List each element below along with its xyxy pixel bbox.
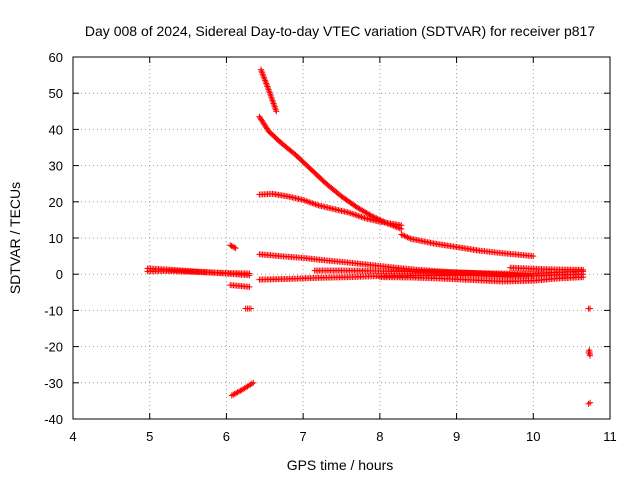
y-tick-label: -10 [44,303,63,318]
y-tick-labels: 60 50 40 30 20 10 0 -10 -20 -30 -40 [44,50,63,427]
y-tick-label: 60 [49,50,63,65]
y-tick-label: 20 [49,195,63,210]
x-tick-label: 7 [300,429,307,444]
data-point [246,283,253,290]
data-point [585,400,592,407]
y-axis-label: SDTVAR / TECUs [7,182,23,294]
x-tick-labels: 4 5 6 7 8 9 10 11 [69,429,616,444]
x-tick-label: 4 [69,429,76,444]
y-tick-label: -30 [44,376,63,391]
y-tick-label: 40 [49,122,63,137]
data-series [144,66,594,407]
x-axis-label: GPS time / hours [287,457,394,473]
x-tick-label: 10 [526,429,540,444]
data-point [587,399,594,406]
y-tick-label: 30 [49,159,63,174]
data-point [227,242,234,249]
x-tick-label: 5 [146,429,153,444]
grid [73,57,610,419]
data-point [530,253,537,260]
y-tick-label: 0 [56,267,63,282]
y-tick-label: 10 [49,231,63,246]
axis-ticks [72,56,611,420]
data-point [248,380,255,387]
y-tick-label: -20 [44,340,63,355]
data-point [398,222,405,229]
data-point [229,243,236,250]
data-point [580,266,587,273]
x-tick-label: 6 [223,429,230,444]
data-point [586,347,593,354]
data-point [228,242,235,249]
y-tick-label: 50 [49,86,63,101]
data-point [580,274,587,281]
data-point [231,244,238,251]
data-point [246,272,253,279]
data-point [587,305,594,312]
x-tick-label: 8 [376,429,383,444]
y-tick-label: -40 [44,412,63,427]
data-point [232,245,239,252]
x-tick-label: 11 [603,429,617,444]
data-point [247,305,254,312]
data-point [250,379,257,386]
x-tick-label: 9 [453,429,460,444]
data-point [273,108,280,115]
chart-title: Day 008 of 2024, Sidereal Day-to-day VTE… [85,23,595,39]
